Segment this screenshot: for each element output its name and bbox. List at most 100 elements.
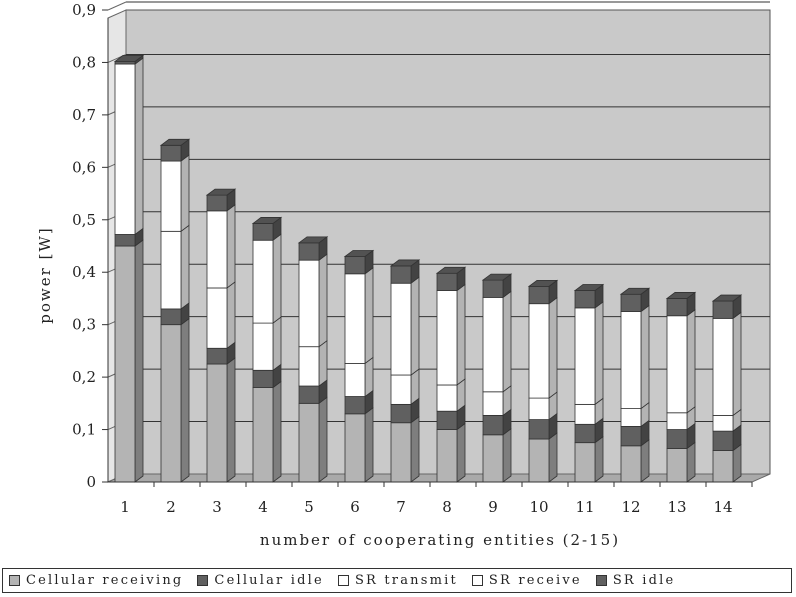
bar-segment — [666, 429, 688, 449]
bar-segment-side — [318, 339, 328, 387]
x-tick-label: 14 — [713, 498, 732, 516]
bar-top — [389, 259, 421, 267]
bar-segment — [252, 369, 274, 389]
bar-segment — [666, 412, 688, 430]
bar-segment — [482, 434, 504, 483]
x-tick-label: 10 — [529, 498, 548, 516]
bar-segment-side — [502, 290, 512, 393]
bar-segment-side — [272, 233, 282, 324]
bar-segment — [252, 223, 274, 241]
y-tick-label: 0,5 — [72, 211, 96, 229]
bar-segment-side — [364, 356, 374, 398]
bar-segment-side — [226, 357, 236, 483]
bar-top — [527, 279, 559, 287]
bar-segment-side — [226, 204, 236, 289]
bar-segment — [620, 408, 642, 427]
bar-segment-side — [272, 316, 282, 372]
x-tick-label: 7 — [396, 498, 406, 516]
legend-swatch — [337, 575, 349, 586]
bar-segment-side — [502, 427, 512, 483]
legend-item: SR transmit — [337, 573, 458, 588]
bar-segment — [620, 311, 642, 409]
bar-segment — [206, 210, 228, 289]
bar-segment — [482, 279, 504, 298]
bar-segment — [390, 374, 412, 405]
bar-segment — [114, 245, 136, 483]
bar-segment — [160, 160, 182, 232]
bar-segment-side — [594, 301, 604, 406]
bar-top — [573, 284, 605, 291]
bar-segment — [298, 402, 320, 483]
bar-segment — [620, 426, 642, 447]
gridline-side — [107, 1, 127, 11]
bar-segment-side — [226, 281, 236, 350]
bar-segment-side — [640, 304, 650, 410]
bar-segment — [574, 442, 596, 483]
bar-top — [435, 266, 467, 274]
bar-top — [297, 236, 329, 244]
bar-segment — [252, 387, 274, 483]
x-tick-label: 3 — [212, 498, 222, 516]
bar-segment — [666, 448, 688, 483]
bar-segment-side — [686, 441, 696, 483]
x-tick-label: 1 — [120, 498, 130, 516]
bar-segment-side — [134, 57, 144, 236]
legend-swatch — [197, 575, 209, 586]
bar-segment-side — [318, 253, 328, 348]
bar-segment — [574, 307, 596, 405]
bar-segment-side — [548, 432, 558, 483]
bar-segment — [436, 410, 458, 430]
bar-top — [159, 138, 191, 146]
legend-label: SR receive — [488, 573, 582, 588]
legend-swatch — [471, 575, 483, 586]
bar-segment — [712, 300, 734, 319]
bar-segment — [620, 293, 642, 312]
bar-top — [251, 217, 283, 224]
bar-segment-side — [640, 439, 650, 483]
bar-segment — [436, 384, 458, 412]
bar-segment — [252, 322, 274, 371]
y-tick-label: 0,3 — [72, 316, 96, 334]
bar-segment — [528, 438, 550, 483]
bar-segment-side — [318, 396, 328, 483]
bar-segment — [206, 347, 228, 365]
bar-segment — [528, 285, 550, 305]
legend-label: Cellular idle — [214, 573, 324, 588]
bar-segment — [160, 308, 182, 326]
bar-segment — [482, 414, 504, 436]
bar-segment-side — [364, 407, 374, 483]
bar-top — [481, 273, 513, 281]
bar-segment — [712, 430, 734, 451]
y-tick-label: 0,7 — [72, 106, 96, 124]
bar-top — [619, 287, 651, 295]
bar-segment — [666, 315, 688, 414]
bar-segment — [344, 396, 366, 415]
bar-segment — [298, 346, 320, 387]
legend-label: Cellular receiving — [26, 573, 184, 588]
y-tick-label: 0,6 — [72, 158, 96, 176]
bar-segment — [620, 445, 642, 483]
bar-top — [205, 188, 237, 196]
bar-segment — [344, 256, 366, 275]
bar-segment-side — [180, 317, 190, 483]
y-tick-label: 0,9 — [72, 1, 96, 19]
bar-segment — [482, 391, 504, 416]
legend-swatch — [9, 575, 20, 586]
bar-segment — [160, 324, 182, 483]
bar-segment-side — [456, 283, 466, 386]
bar-segment-side — [594, 435, 604, 483]
y-tick-label: 0,8 — [72, 53, 96, 71]
x-tick-label: 13 — [667, 498, 686, 516]
bar-segment-side — [732, 443, 742, 483]
bar-segment-side — [180, 224, 190, 310]
x-tick-label: 12 — [621, 498, 640, 516]
bar-segment-side — [272, 380, 282, 483]
bar-segment — [298, 259, 320, 348]
legend-item: Cellular idle — [197, 573, 324, 588]
bar-segment — [160, 144, 182, 162]
bar-segment — [206, 194, 228, 212]
legend-item: SR idle — [595, 573, 676, 588]
y-tick-label: 0,4 — [72, 263, 96, 281]
bar-segment — [666, 298, 688, 317]
